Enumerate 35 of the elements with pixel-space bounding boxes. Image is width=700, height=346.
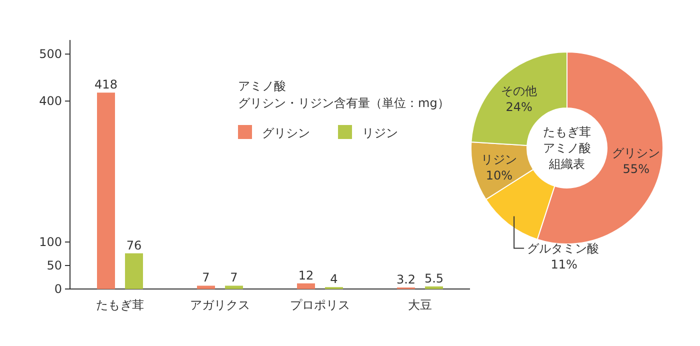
bar — [97, 92, 115, 289]
x-tick-label: プロポリス — [290, 298, 350, 312]
data-label: 4 — [330, 272, 338, 286]
data-label: 5.5 — [424, 271, 444, 286]
y-tick-label: 100 — [39, 235, 62, 250]
bar — [425, 286, 443, 289]
slice-label: グルタミン酸 — [527, 241, 600, 256]
legend-label: リジン — [362, 126, 398, 140]
data-label: 12 — [298, 268, 314, 282]
legend-label: グリシン — [262, 126, 310, 140]
bar — [225, 286, 243, 289]
text: たもぎ茸アミノ酸組織表 — [543, 125, 591, 171]
data-label: 7 — [202, 270, 210, 285]
y-tick-label: 500 — [39, 47, 62, 62]
bar — [197, 286, 215, 289]
legend-title: アミノ酸グリシン・リジン含有量（単位：mg） — [238, 79, 450, 110]
data-label: 418 — [94, 78, 118, 92]
data-label: 24% — [506, 100, 532, 114]
x-tick-label: アガリクス — [190, 298, 250, 312]
bar — [125, 253, 143, 289]
data-label: 10% — [486, 168, 513, 182]
slice-label: リジン — [481, 152, 518, 166]
slice-label: グリシン — [612, 146, 660, 160]
x-tick-label: 大豆 — [408, 298, 432, 312]
y-tick-label: 400 — [39, 94, 62, 108]
data-label: 55% — [622, 162, 650, 176]
y-tick-label: 50 — [46, 258, 62, 273]
data-label: 11% — [550, 257, 578, 272]
data-label: 3.2 — [396, 272, 416, 286]
y-tick-label: 0 — [54, 282, 62, 296]
data-label: 76 — [126, 238, 142, 252]
bar — [297, 283, 315, 289]
data-label: 7 — [230, 270, 238, 285]
slice-label: その他 — [501, 84, 538, 98]
x-tick-label: たもぎ茸 — [96, 298, 144, 312]
